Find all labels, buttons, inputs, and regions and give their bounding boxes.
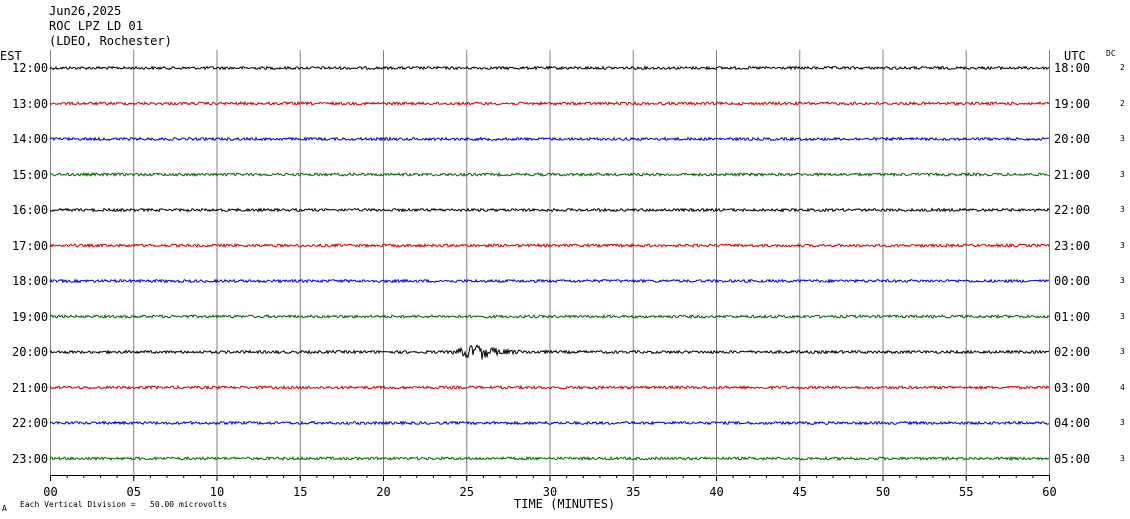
trace-1800 [49, 278, 1050, 284]
est-time-label: 17:00 [12, 238, 49, 253]
utc-time-label: 04:00 [1054, 416, 1091, 430]
trace-1700 [49, 242, 1050, 249]
est-time-label: 14:00 [12, 132, 49, 146]
x-tick-label: 60 [1042, 485, 1056, 499]
trace-2200 [49, 420, 1050, 426]
header-network: (LDEO, Rochester) [49, 34, 172, 48]
trace-1400 [49, 136, 1050, 142]
header-date: Jun26,2025 [49, 4, 122, 18]
est-time-label: 15:00 [12, 167, 49, 182]
corner-mark: A [2, 504, 7, 513]
est-time-label: 23:00 [12, 451, 49, 466]
x-tick-label: 05 [127, 485, 141, 499]
utc-time-label: 19:00 [1054, 96, 1091, 111]
trace-1600 [49, 207, 1050, 213]
header-station: ROC LPZ LD 01 [49, 19, 143, 33]
x-tick-label: 35 [626, 485, 640, 499]
x-tick-label: 20 [376, 485, 390, 499]
est-time-label: 18:00 [12, 274, 49, 288]
est-time-label: 16:00 [12, 203, 49, 217]
trace-2300 [49, 455, 1050, 462]
utc-time-label: 22:00 [1054, 203, 1091, 217]
dc-value: 3 [1120, 311, 1125, 321]
dc-value: 2 [1120, 63, 1125, 72]
dc-label: DC [1106, 49, 1116, 58]
trace-1300 [49, 100, 1050, 107]
dc-value: 3 [1120, 240, 1125, 250]
x-tick-label: 45 [793, 485, 807, 499]
trace-1200 [49, 65, 1050, 71]
dc-value: 3 [1120, 347, 1125, 356]
x-tick-label: 50 [876, 485, 890, 499]
utc-time-label: 01:00 [1054, 309, 1091, 324]
x-tick-label: 55 [959, 485, 973, 499]
est-time-label: 22:00 [12, 416, 49, 430]
trace-1900 [49, 313, 1050, 320]
x-tick-label: 15 [293, 485, 307, 499]
utc-time-label: 23:00 [1054, 238, 1091, 253]
dc-value: 3 [1120, 134, 1125, 143]
est-time-label: 20:00 [12, 345, 49, 359]
trace-2100 [49, 384, 1050, 391]
est-label: EST [0, 49, 22, 63]
utc-label: UTC [1064, 49, 1086, 63]
utc-time-label: 20:00 [1054, 132, 1091, 146]
x-tick-label: 30 [543, 485, 557, 499]
dc-value: 3 [1120, 453, 1125, 463]
dc-value: 3 [1120, 276, 1125, 285]
utc-time-label: 05:00 [1054, 451, 1091, 466]
utc-time-label: 00:00 [1054, 274, 1091, 288]
x-tick-label: 10 [210, 485, 224, 499]
dc-value: 3 [1120, 169, 1125, 179]
est-time-label: 19:00 [12, 309, 49, 324]
dc-value: 3 [1120, 418, 1125, 427]
x-tick-label: 00 [43, 485, 57, 499]
trace-2000 [49, 344, 1050, 360]
utc-time-label: 03:00 [1054, 380, 1091, 395]
x-tick-label: 25 [460, 485, 474, 499]
utc-time-label: 02:00 [1054, 345, 1091, 359]
utc-time-label: 18:00 [1054, 61, 1091, 75]
est-time-label: 12:00 [12, 61, 49, 75]
scale-note: Each Vertical Division = 50.00 microvolt… [20, 500, 228, 509]
utc-time-label: 21:00 [1054, 167, 1091, 182]
est-time-label: 13:00 [12, 96, 49, 111]
dc-value: 2 [1120, 98, 1125, 108]
x-tick-label: 40 [709, 485, 723, 499]
x-axis-label: TIME (MINUTES) [514, 497, 616, 511]
dc-value: 4 [1120, 382, 1125, 392]
dc-value: 3 [1120, 205, 1125, 214]
trace-1500 [49, 171, 1050, 178]
est-time-label: 21:00 [12, 380, 49, 395]
